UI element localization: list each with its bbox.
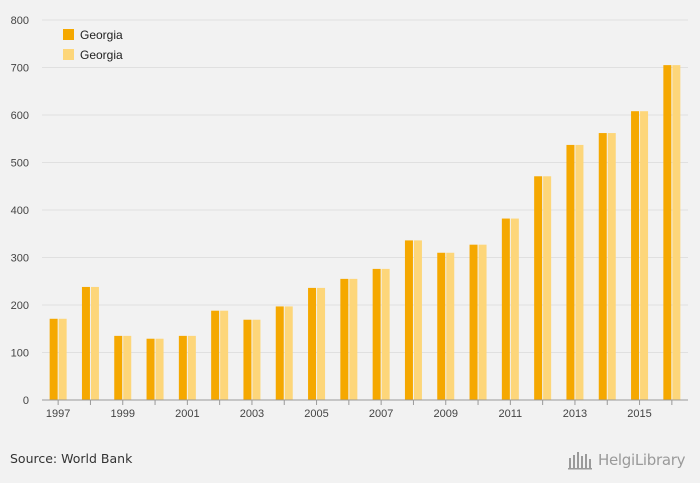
legend-swatch — [63, 29, 74, 40]
bar-dark-2002 — [211, 310, 220, 400]
bar-dark-2001 — [178, 335, 187, 400]
source-note: Source: World Bank — [10, 451, 133, 466]
legend-swatch — [63, 49, 74, 60]
bars — [49, 65, 681, 401]
bar-light-2000 — [155, 338, 164, 400]
y-tick-label: 800 — [11, 15, 29, 27]
legend-label: Georgia — [80, 28, 123, 42]
bar-light-2008 — [413, 240, 422, 400]
y-tick-label: 0 — [23, 395, 29, 407]
x-tick-label: 2009 — [434, 408, 458, 420]
bar-light-2013 — [575, 144, 584, 400]
bar-light-2011 — [510, 218, 519, 400]
bar-light-2007 — [381, 268, 390, 400]
bar-light-2009 — [446, 252, 455, 400]
bar-dark-2007 — [372, 268, 381, 400]
y-tick-label: 600 — [11, 110, 29, 122]
x-tick-label: 1997 — [46, 408, 70, 420]
y-tick-label: 200 — [11, 300, 29, 312]
bar-light-2003 — [252, 319, 261, 400]
bar-dark-1998 — [81, 286, 90, 400]
bar-light-2012 — [543, 176, 552, 400]
x-tick-label: 2013 — [563, 408, 587, 420]
bar-dark-1997 — [49, 318, 58, 400]
x-tick-label: 2007 — [369, 408, 393, 420]
bar-light-2006 — [349, 278, 358, 400]
bar-light-2004 — [284, 306, 293, 400]
logo-text: HelgiLibrary — [598, 451, 686, 469]
gridlines — [42, 19, 688, 353]
legend-label: Georgia — [80, 48, 123, 62]
legend: Georgia Georgia — [63, 28, 123, 62]
bar-dark-2003 — [243, 319, 252, 400]
bar-light-1998 — [90, 286, 99, 400]
bar-dark-2014 — [598, 133, 607, 401]
helgi-library-logo: HelgiLibrary — [568, 449, 686, 471]
helgi-library-icon — [568, 452, 592, 470]
bar-dark-2010 — [469, 244, 478, 400]
bar-dark-2009 — [437, 252, 446, 400]
bar-dark-2005 — [308, 287, 317, 400]
bar-dark-2000 — [146, 338, 155, 400]
bar-light-2015 — [640, 111, 649, 400]
x-tick-label: 1999 — [111, 408, 135, 420]
bar-dark-2004 — [275, 306, 284, 400]
x-tick-label: 2003 — [240, 408, 264, 420]
x-axis-ticks: 1997 1999 2001 2003 2005 2007 2009 2011 2013 2015 — [46, 400, 673, 420]
x-tick-label: 2015 — [627, 408, 651, 420]
bar-light-2002 — [220, 310, 229, 400]
bar-dark-2011 — [501, 218, 510, 400]
bar-light-2016 — [672, 65, 681, 400]
bar-light-2005 — [317, 287, 326, 400]
y-tick-label: 100 — [11, 348, 29, 360]
bar-dark-2015 — [631, 111, 640, 400]
x-tick-label: 2001 — [175, 408, 199, 420]
bar-light-1997 — [58, 318, 67, 400]
bar-dark-2012 — [534, 176, 543, 400]
bar-light-1999 — [123, 335, 132, 400]
bar-dark-2006 — [340, 278, 349, 400]
x-tick-label: 2011 — [499, 408, 523, 420]
bar-light-2010 — [478, 244, 487, 400]
bar-dark-2016 — [663, 65, 672, 400]
y-tick-label: 300 — [11, 253, 29, 265]
bar-dark-1999 — [114, 335, 123, 400]
bar-light-2001 — [187, 335, 196, 400]
y-tick-label: 700 — [11, 63, 29, 75]
bar-dark-2013 — [566, 144, 575, 400]
bar-dark-2008 — [404, 240, 413, 400]
y-axis-ticks: 0 100 200 300 400 500 600 700 800 — [11, 15, 29, 407]
y-tick-label: 500 — [11, 158, 29, 170]
bar-light-2014 — [607, 133, 616, 401]
x-tick-label: 2005 — [304, 408, 328, 420]
y-tick-label: 400 — [11, 205, 29, 217]
